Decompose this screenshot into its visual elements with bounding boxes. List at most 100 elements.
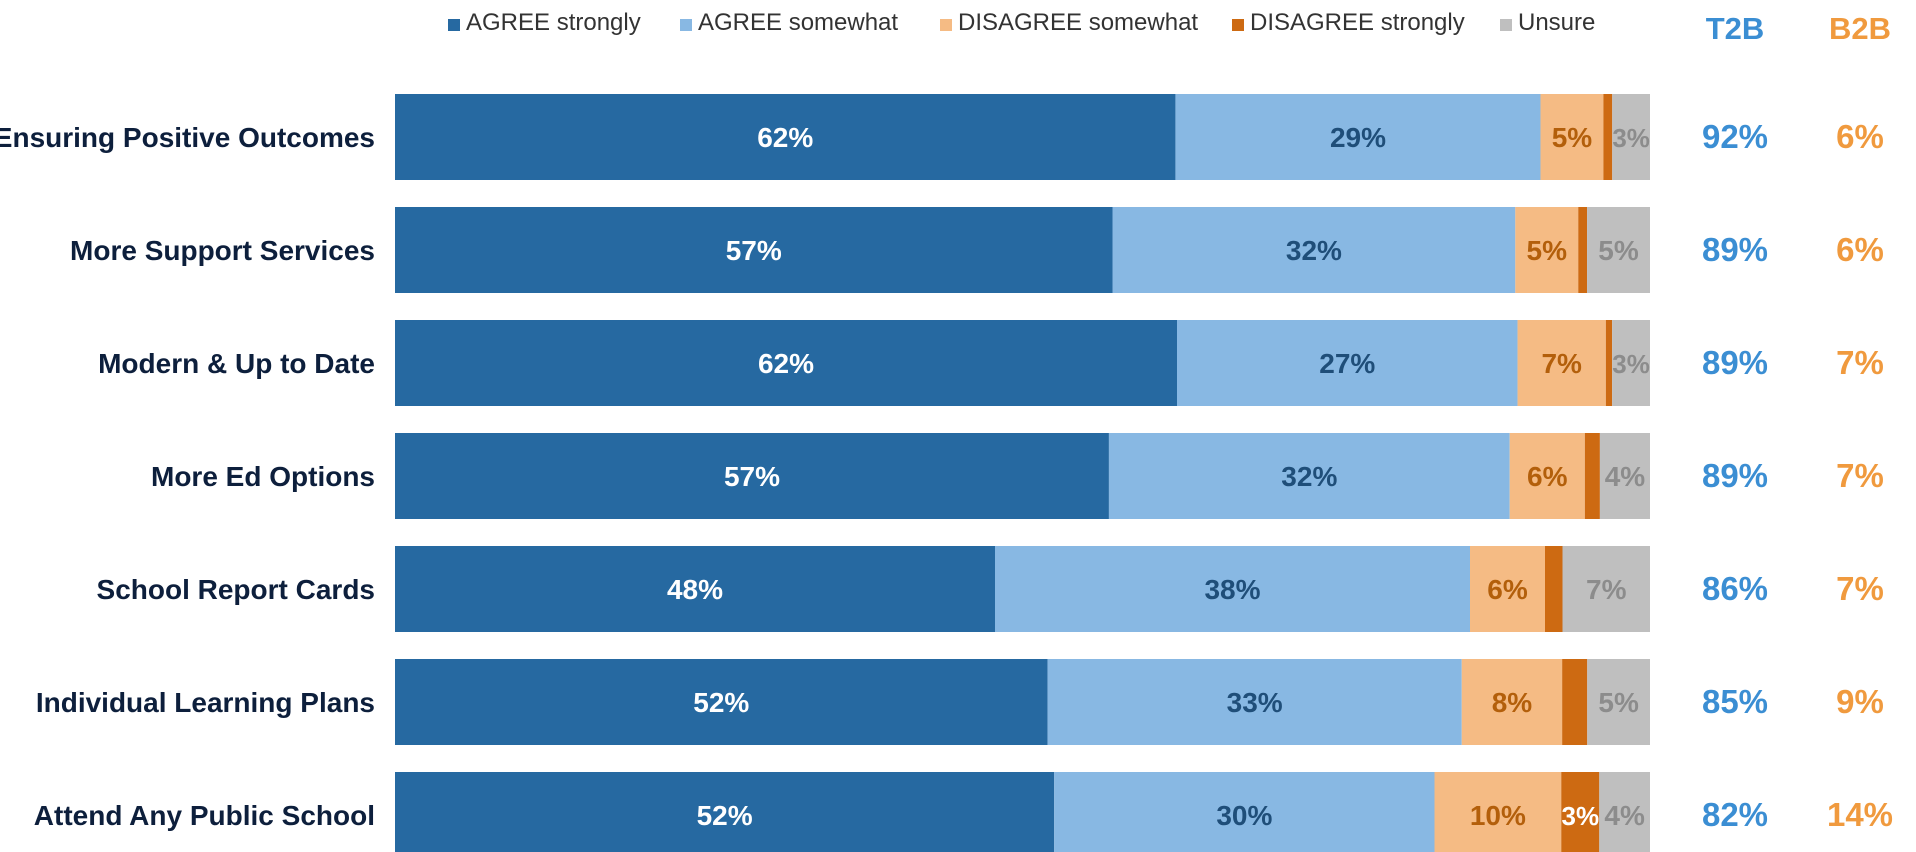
bar-segment-disagree-somewhat xyxy=(1470,546,1545,632)
summary-value-b2b: 7% xyxy=(1836,457,1884,494)
summary-value-b2b: 7% xyxy=(1836,570,1884,607)
category-label: Modern & Up to Date xyxy=(98,348,375,379)
data-label-unsure: 3% xyxy=(1612,123,1650,153)
bar-segment-agree-strongly xyxy=(395,659,1048,745)
summary-value-b2b: 9% xyxy=(1836,683,1884,720)
legend: AGREE strongly AGREE somewhat DISAGREE som… xyxy=(448,9,1595,36)
summary-value-t2b: 85% xyxy=(1702,683,1768,720)
data-label-disagree-somewhat: 7% xyxy=(1541,348,1582,379)
bar-segment-disagree-somewhat xyxy=(1517,320,1606,406)
summary-value-t2b: 82% xyxy=(1702,796,1768,833)
summary-value-t2b: 89% xyxy=(1702,344,1768,381)
bar-segment-disagree-somewhat xyxy=(1434,772,1562,852)
bar-segment-agree-strongly xyxy=(395,546,995,632)
bar-segment-unsure xyxy=(1612,320,1650,406)
bar-segment-disagree-strongly xyxy=(1605,320,1613,406)
bar-segment-agree-somewhat xyxy=(1177,320,1518,406)
category-label: More Support Services xyxy=(70,235,375,266)
bar-segment-unsure xyxy=(1599,772,1650,852)
data-label-unsure: 4% xyxy=(1605,461,1646,492)
data-label-agree-somewhat: 33% xyxy=(1227,687,1283,718)
summary-value-b2b: 6% xyxy=(1836,118,1884,155)
data-label-agree-somewhat: 27% xyxy=(1319,348,1375,379)
bar-segment-disagree-strongly xyxy=(1545,546,1563,632)
data-label-disagree-somewhat: 10% xyxy=(1470,800,1526,831)
legend-label-agree-somewhat: AGREE somewhat xyxy=(698,9,898,36)
bar-segment-disagree-somewhat xyxy=(1509,433,1585,519)
bar-segment-unsure xyxy=(1587,659,1650,745)
data-label-agree-somewhat: 32% xyxy=(1281,461,1337,492)
legend-label-disagree-somewhat: DISAGREE somewhat xyxy=(958,9,1198,36)
data-label-unsure: 5% xyxy=(1598,687,1639,718)
legend-label-unsure: Unsure xyxy=(1518,9,1595,36)
bar-segment-disagree-strongly xyxy=(1584,433,1600,519)
bar-segment-disagree-strongly xyxy=(1578,207,1588,293)
summary-values: 92% 6% 89% 6% 89% 7% 89% 7% 86% 7% 85% 9% 82% 14% xyxy=(1702,118,1893,833)
bar-segment-agree-somewhat xyxy=(1175,94,1541,180)
data-label-agree-somewhat: 38% xyxy=(1204,574,1260,605)
data-label-disagree-somewhat: 6% xyxy=(1527,461,1568,492)
data-label-agree-strongly: 62% xyxy=(757,122,813,153)
legend-swatch-unsure xyxy=(1500,19,1512,31)
summary-headers: T2B B2B xyxy=(1706,11,1891,46)
data-label-unsure: 5% xyxy=(1598,235,1639,266)
data-label-agree-strongly: 52% xyxy=(693,687,749,718)
bars: 62% 29% 5% 3% 57% 32% 5% 5% 62% 27% 7% 3% 57% 32% 6% 4%… xyxy=(395,94,1650,852)
summary-header-t2b: T2B xyxy=(1706,11,1765,46)
bar-segment-agree-somewhat xyxy=(995,546,1470,632)
legend-swatch-disagree-somewhat xyxy=(940,19,952,31)
bar-segment-agree-strongly xyxy=(395,433,1109,519)
data-label-unsure: 3% xyxy=(1612,349,1650,379)
data-label-agree-strongly: 57% xyxy=(724,461,780,492)
data-label-agree-somewhat: 29% xyxy=(1330,122,1386,153)
bar-segment-disagree-strongly xyxy=(1561,772,1600,852)
bar-segment-agree-somewhat xyxy=(1112,207,1516,293)
bar-segment-disagree-strongly xyxy=(1562,659,1588,745)
data-label-agree-strongly: 62% xyxy=(758,348,814,379)
bar-segment-unsure xyxy=(1612,94,1650,180)
summary-value-t2b: 89% xyxy=(1702,231,1768,268)
bar-segment-disagree-somewhat xyxy=(1461,659,1563,745)
bar-segment-agree-somewhat xyxy=(1108,433,1510,519)
bar-segment-agree-strongly xyxy=(395,772,1055,852)
bar-segment-agree-strongly xyxy=(395,94,1176,180)
data-label-disagree-somewhat: 6% xyxy=(1487,574,1528,605)
legend-swatch-disagree-strongly xyxy=(1232,19,1244,31)
data-label-agree-strongly: 48% xyxy=(667,574,723,605)
summary-value-t2b: 86% xyxy=(1702,570,1768,607)
data-label-agree-strongly: 57% xyxy=(726,235,782,266)
bar-segment-unsure xyxy=(1599,433,1650,519)
bar-segment-agree-strongly xyxy=(395,320,1178,406)
bar-segment-agree-strongly xyxy=(395,207,1113,293)
bar-segment-disagree-somewhat xyxy=(1540,94,1604,180)
category-label: Individual Learning Plans xyxy=(36,687,375,718)
bar-segment-disagree-strongly xyxy=(1603,94,1613,180)
summary-value-b2b: 7% xyxy=(1836,344,1884,381)
summary-value-b2b: 6% xyxy=(1836,231,1884,268)
data-label-disagree-somewhat: 8% xyxy=(1492,687,1533,718)
category-label: School Report Cards xyxy=(97,574,375,605)
data-label-agree-somewhat: 30% xyxy=(1216,800,1272,831)
bar-segment-agree-somewhat xyxy=(1054,772,1435,852)
data-label-disagree-somewhat: 5% xyxy=(1552,122,1593,153)
bar-segment-unsure xyxy=(1562,546,1650,632)
bar-segment-unsure xyxy=(1587,207,1650,293)
data-label-unsure: 4% xyxy=(1604,800,1645,831)
summary-header-b2b: B2B xyxy=(1829,11,1891,46)
legend-swatch-agree-somewhat xyxy=(680,19,692,31)
bar-segment-disagree-somewhat xyxy=(1515,207,1579,293)
legend-swatch-agree-strongly xyxy=(448,19,460,31)
category-labels: Ensuring Positive Outcomes More Support S… xyxy=(0,122,375,831)
summary-value-t2b: 92% xyxy=(1702,118,1768,155)
legend-label-agree-strongly: AGREE strongly xyxy=(466,9,641,36)
data-label-disagree-somewhat: 5% xyxy=(1527,235,1568,266)
data-label-agree-strongly: 52% xyxy=(697,800,753,831)
legend-label-disagree-strongly: DISAGREE strongly xyxy=(1250,9,1465,36)
category-label: Ensuring Positive Outcomes xyxy=(0,122,375,153)
data-label-disagree-strongly: 3% xyxy=(1561,801,1599,831)
data-label-agree-somewhat: 32% xyxy=(1286,235,1342,266)
category-label: Attend Any Public School xyxy=(34,800,375,831)
summary-value-t2b: 89% xyxy=(1702,457,1768,494)
bar-segment-agree-somewhat xyxy=(1047,659,1462,745)
